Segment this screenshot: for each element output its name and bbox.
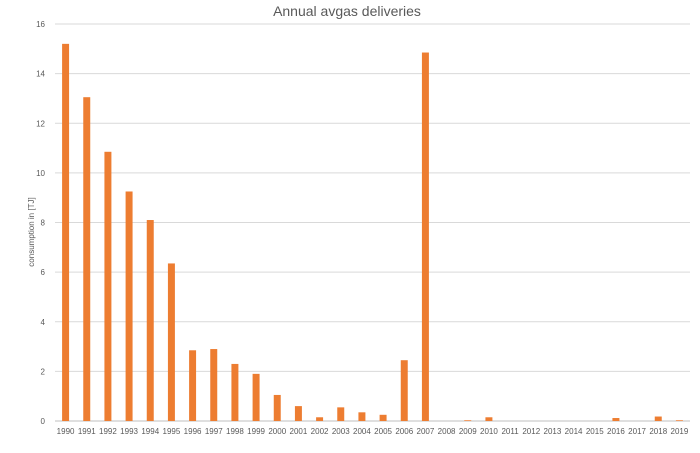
- x-tick-label: 2014: [565, 427, 583, 436]
- bar-2002: [316, 417, 324, 421]
- bar-1998: [231, 363, 239, 421]
- x-tick-label: 2011: [501, 427, 519, 436]
- bar-1991: [83, 97, 91, 422]
- x-tick-label: 2003: [332, 427, 350, 436]
- x-tick-label: 2002: [311, 427, 329, 436]
- y-tick-label: 16: [36, 20, 45, 29]
- y-tick-label: 4: [41, 318, 46, 327]
- x-tick-label: 2001: [290, 427, 308, 436]
- x-tick-label: 2018: [649, 427, 667, 436]
- x-tick-label: 2013: [544, 427, 562, 436]
- x-tick-label: 2004: [353, 427, 371, 436]
- bar-1996: [189, 350, 197, 421]
- x-tick-label: 2005: [374, 427, 392, 436]
- bar-2001: [294, 406, 302, 421]
- x-tick-label: 1998: [226, 427, 244, 436]
- x-tick-label: 1992: [99, 427, 117, 436]
- y-tick-label: 8: [41, 219, 46, 228]
- x-tick-label: 2000: [268, 427, 286, 436]
- x-tick-label: 2016: [607, 427, 625, 436]
- bar-2000: [273, 394, 281, 421]
- x-tick-label: 2019: [671, 427, 689, 436]
- y-tick-label: 10: [36, 169, 45, 178]
- bar-1995: [167, 263, 175, 421]
- x-tick-label: 2012: [522, 427, 540, 436]
- x-tick-label: 1991: [78, 427, 96, 436]
- bar-1993: [125, 191, 133, 421]
- x-tick-label: 2007: [417, 427, 435, 436]
- bar-1994: [146, 220, 154, 421]
- bar-2010: [485, 417, 493, 421]
- y-tick-label: 6: [41, 268, 46, 277]
- gridlines: [55, 23, 690, 422]
- bar-2007: [421, 52, 429, 422]
- x-tick-label: 2008: [438, 427, 456, 436]
- x-tick-label: 2017: [628, 427, 646, 436]
- x-tick-label: 2009: [459, 427, 477, 436]
- chart-title: Annual avgas deliveries: [273, 3, 421, 19]
- x-tick-label: 1999: [247, 427, 265, 436]
- x-tick-label: 2010: [480, 427, 498, 436]
- bar-2019: [675, 420, 683, 421]
- x-tick-label: 1996: [184, 427, 202, 436]
- bar-2004: [358, 412, 366, 421]
- x-tick-label: 1997: [205, 427, 223, 436]
- bars: [62, 43, 683, 422]
- y-tick-label: 2: [41, 367, 46, 376]
- bar-2016: [612, 418, 620, 421]
- bar-2003: [337, 407, 345, 421]
- bar-2018: [654, 416, 662, 421]
- x-tick-label: 1994: [141, 427, 159, 436]
- bar-1990: [62, 43, 70, 421]
- x-tick-label: 1995: [163, 427, 181, 436]
- x-axis-ticks: 1990 1991 1992 1993 1994 1995 1996 1997 1998 1999…: [57, 427, 689, 436]
- bar-2005: [379, 414, 387, 421]
- bar-1997: [210, 349, 218, 421]
- bar-1992: [104, 151, 112, 422]
- x-tick-label: 1990: [57, 427, 75, 436]
- bar-1999: [252, 373, 260, 421]
- y-axis-label: consumption in [TJ]: [27, 197, 36, 266]
- bar-2009: [464, 420, 472, 421]
- x-tick-label: 1993: [120, 427, 138, 436]
- y-axis-ticks: 0 2 4 6 8 10 12 14 16: [36, 20, 45, 426]
- y-tick-label: 12: [36, 119, 45, 128]
- bar-2006: [400, 360, 408, 421]
- y-tick-label: 14: [36, 70, 45, 79]
- x-tick-label: 2015: [586, 427, 604, 436]
- y-tick-label: 0: [41, 417, 46, 426]
- x-tick-label: 2006: [395, 427, 413, 436]
